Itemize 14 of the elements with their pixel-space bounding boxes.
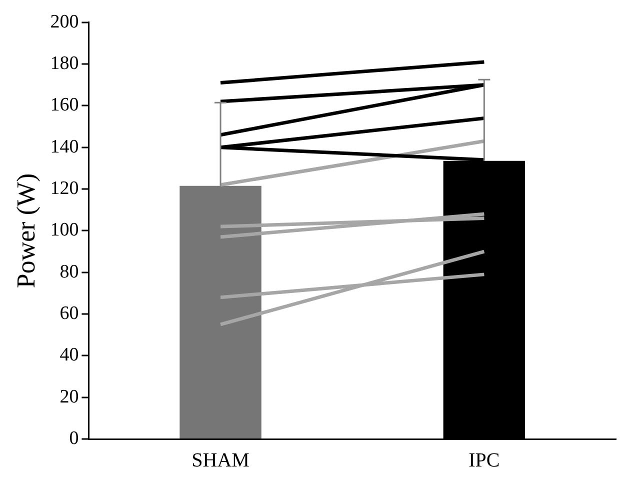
- x-tick-label: IPC: [468, 449, 500, 472]
- y-tick-label: 40: [60, 344, 79, 366]
- y-tick-label: 120: [50, 178, 79, 200]
- y-tick-label: 20: [60, 386, 79, 408]
- y-tick-label: 160: [50, 94, 79, 116]
- y-tick-label: 200: [50, 11, 79, 32]
- y-tick-label: 60: [60, 303, 79, 324]
- y-tick-label: 100: [50, 220, 79, 241]
- y-axis-title: Power (W): [11, 173, 40, 288]
- y-tick-label: 180: [50, 53, 79, 74]
- y-tick-label: 140: [50, 136, 79, 158]
- y-tick-label: 80: [60, 261, 79, 282]
- x-tick-label: SHAM: [192, 449, 250, 472]
- y-tick-label: 0: [69, 428, 79, 449]
